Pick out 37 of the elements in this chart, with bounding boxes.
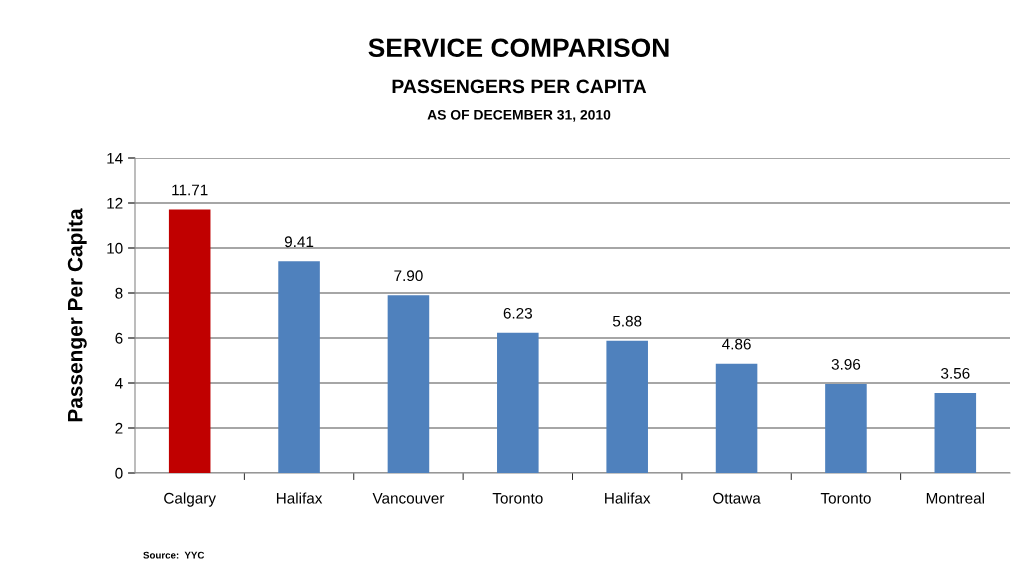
bar xyxy=(278,261,320,473)
y-tick-label: 6 xyxy=(115,332,123,344)
data-label: 6.23 xyxy=(503,307,533,319)
text: AS OF DECEMBER 31, 2010 xyxy=(427,109,611,122)
data-label: 3.56 xyxy=(941,367,970,379)
data-label: 7.90 xyxy=(394,270,423,282)
x-tick-label: Montreal xyxy=(926,492,985,504)
y-tick-label: 10 xyxy=(107,242,123,254)
bar xyxy=(934,392,977,473)
x-tick-label: Toronto xyxy=(492,493,543,504)
bar xyxy=(168,209,211,473)
bar xyxy=(606,340,648,473)
x-tick-label: Ottawa xyxy=(713,492,761,504)
y-axis-title: Passenger Per Capita xyxy=(67,208,87,422)
data-label: 11.71 xyxy=(172,184,208,196)
y-tick-label: 0 xyxy=(115,467,123,479)
bar xyxy=(387,295,430,473)
x-tick-label: Toronto xyxy=(820,493,871,504)
data-label: 5.88 xyxy=(612,315,642,327)
data-label: 4.86 xyxy=(722,338,751,350)
bar xyxy=(825,383,867,473)
y-tick-label: 12 xyxy=(107,197,123,209)
x-tick-label: Halifax xyxy=(605,492,651,504)
y-tick-label: 14 xyxy=(107,153,123,164)
x-tick-label: Halifax xyxy=(276,492,323,504)
x-tick-label: Calgary xyxy=(164,492,216,507)
data-label: 9.41 xyxy=(284,236,314,248)
source-note: Source: YYC xyxy=(143,551,205,559)
x-tick-label: Vancouver xyxy=(372,493,445,504)
chart-subtitle: PASSENGERS PER CAPITA xyxy=(392,79,647,94)
y-tick-label: 4 xyxy=(115,378,123,389)
bar xyxy=(715,363,758,473)
y-tick-label: 2 xyxy=(115,422,123,434)
bar xyxy=(497,332,539,473)
y-tick-label: 8 xyxy=(115,287,123,299)
data-label: 3.96 xyxy=(831,358,861,370)
chart-title: SERVICE COMPARISON xyxy=(368,38,669,58)
